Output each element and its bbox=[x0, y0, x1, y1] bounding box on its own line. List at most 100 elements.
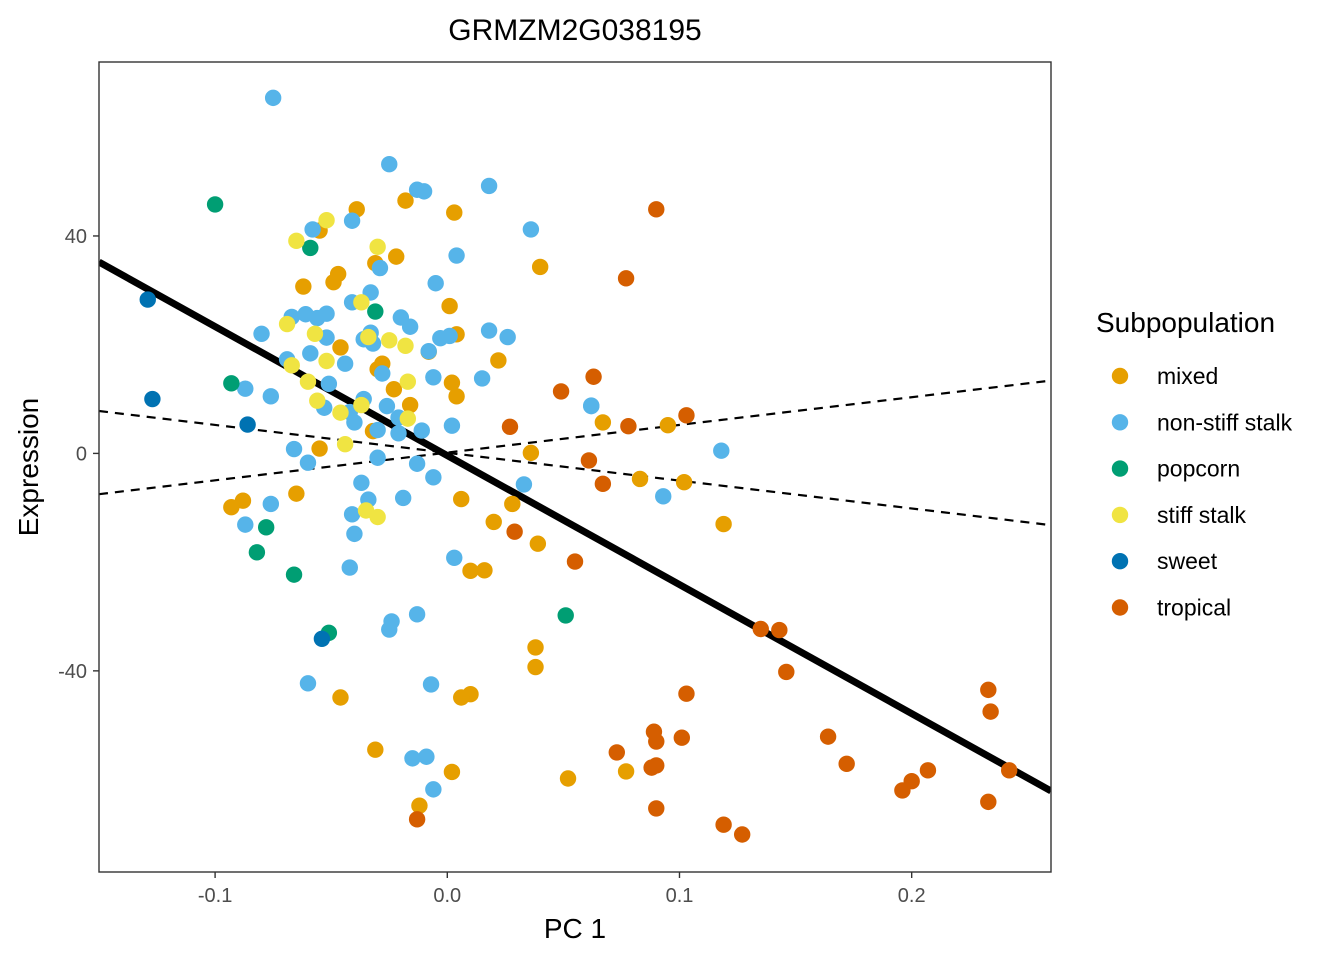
point-non-stiff-stalk bbox=[422, 676, 440, 693]
point-non-stiff-stalk bbox=[341, 559, 358, 576]
point-mixed bbox=[443, 763, 461, 781]
point-mixed bbox=[485, 513, 502, 531]
y-tick-label: 40 bbox=[65, 226, 87, 248]
plot-panel-border bbox=[98, 61, 1052, 873]
point-non-stiff-stalk bbox=[420, 343, 437, 360]
point-non-stiff-stalk bbox=[371, 259, 389, 277]
point-mixed bbox=[522, 444, 540, 462]
point-mixed bbox=[490, 352, 507, 369]
point-tropical bbox=[648, 800, 665, 817]
point-non-stiff-stalk bbox=[353, 474, 370, 491]
point-sweet bbox=[139, 291, 156, 308]
legend-label-mixed: mixed bbox=[1157, 363, 1218, 389]
point-stiff-stalk bbox=[278, 315, 296, 333]
point-tropical bbox=[919, 762, 937, 779]
point-non-stiff-stalk bbox=[473, 370, 491, 387]
point-popcorn bbox=[302, 239, 319, 257]
legend-key-popcorn bbox=[1111, 460, 1129, 477]
point-non-stiff-stalk bbox=[346, 414, 363, 431]
point-mixed bbox=[397, 192, 414, 209]
point-non-stiff-stalk bbox=[583, 397, 600, 415]
point-non-stiff-stalk bbox=[394, 489, 412, 507]
point-tropical bbox=[715, 816, 732, 833]
point-tropical bbox=[778, 663, 795, 681]
point-mixed bbox=[332, 689, 349, 706]
point-non-stiff-stalk bbox=[408, 455, 426, 472]
point-stiff-stalk bbox=[299, 373, 317, 390]
point-non-stiff-stalk bbox=[262, 388, 280, 405]
point-tropical bbox=[648, 201, 665, 218]
point-non-stiff-stalk bbox=[264, 89, 282, 107]
point-tropical bbox=[673, 729, 691, 746]
point-non-stiff-stalk bbox=[499, 328, 516, 346]
point-stiff-stalk bbox=[369, 508, 386, 526]
point-tropical bbox=[980, 681, 997, 699]
point-mixed bbox=[631, 470, 649, 488]
legend-key-mixed bbox=[1111, 367, 1129, 385]
y-tick-label: 0 bbox=[76, 443, 87, 465]
point-non-stiff-stalk bbox=[408, 606, 426, 623]
point-non-stiff-stalk bbox=[299, 454, 317, 471]
point-tropical bbox=[585, 368, 602, 385]
point-mixed bbox=[288, 485, 305, 502]
point-tropical bbox=[408, 811, 426, 828]
point-non-stiff-stalk bbox=[390, 425, 407, 442]
point-popcorn bbox=[285, 566, 303, 583]
point-tropical bbox=[819, 728, 837, 745]
x-tick-label: 0.2 bbox=[898, 885, 926, 907]
point-mixed bbox=[411, 797, 428, 814]
point-mixed bbox=[401, 396, 419, 414]
point-popcorn bbox=[248, 544, 266, 561]
point-non-stiff-stalk bbox=[441, 327, 458, 345]
point-stiff-stalk bbox=[353, 294, 370, 311]
point-tropical bbox=[608, 744, 625, 761]
point-non-stiff-stalk bbox=[253, 325, 270, 343]
point-tropical bbox=[594, 475, 612, 493]
point-non-stiff-stalk bbox=[237, 380, 254, 397]
point-tropical bbox=[733, 826, 751, 843]
point-tropical bbox=[752, 620, 769, 638]
point-non-stiff-stalk bbox=[237, 516, 254, 533]
legend-label-stiff-stalk: stiff stalk bbox=[1157, 502, 1247, 528]
point-mixed bbox=[443, 374, 461, 391]
point-non-stiff-stalk bbox=[480, 322, 498, 339]
point-tropical bbox=[838, 755, 855, 773]
point-non-stiff-stalk bbox=[425, 781, 442, 798]
point-mixed bbox=[448, 388, 465, 405]
chart-title: GRMZM2G038195 bbox=[448, 14, 701, 47]
point-non-stiff-stalk bbox=[713, 442, 730, 459]
point-mixed bbox=[311, 440, 328, 457]
point-mixed bbox=[223, 499, 240, 516]
point-tropical bbox=[678, 407, 695, 424]
legend-label-sweet: sweet bbox=[1157, 548, 1218, 574]
regression-lines bbox=[99, 258, 1051, 795]
point-non-stiff-stalk bbox=[381, 156, 398, 173]
point-stiff-stalk bbox=[332, 404, 349, 421]
point-non-stiff-stalk bbox=[346, 525, 363, 543]
point-stiff-stalk bbox=[318, 211, 335, 229]
point-tropical bbox=[566, 553, 584, 570]
point-non-stiff-stalk bbox=[304, 221, 321, 238]
point-tropical bbox=[552, 383, 570, 400]
point-stiff-stalk bbox=[381, 332, 398, 349]
point-non-stiff-stalk bbox=[448, 247, 465, 264]
point-tropical bbox=[894, 782, 911, 799]
point-non-stiff-stalk bbox=[369, 449, 386, 466]
point-non-stiff-stalk bbox=[446, 549, 463, 566]
point-stiff-stalk bbox=[399, 373, 417, 390]
point-tropical bbox=[1001, 762, 1018, 779]
point-stiff-stalk bbox=[283, 357, 300, 374]
point-stiff-stalk bbox=[353, 396, 370, 414]
point-mixed bbox=[446, 204, 463, 221]
point-mixed bbox=[462, 562, 479, 580]
point-stiff-stalk bbox=[309, 392, 326, 409]
point-stiff-stalk bbox=[306, 325, 324, 343]
point-non-stiff-stalk bbox=[480, 177, 498, 195]
point-non-stiff-stalk bbox=[378, 397, 396, 415]
point-mixed bbox=[295, 278, 312, 295]
point-non-stiff-stalk bbox=[413, 422, 430, 439]
point-tropical bbox=[982, 703, 999, 720]
fit-line bbox=[99, 258, 1051, 795]
point-mixed bbox=[559, 770, 577, 787]
